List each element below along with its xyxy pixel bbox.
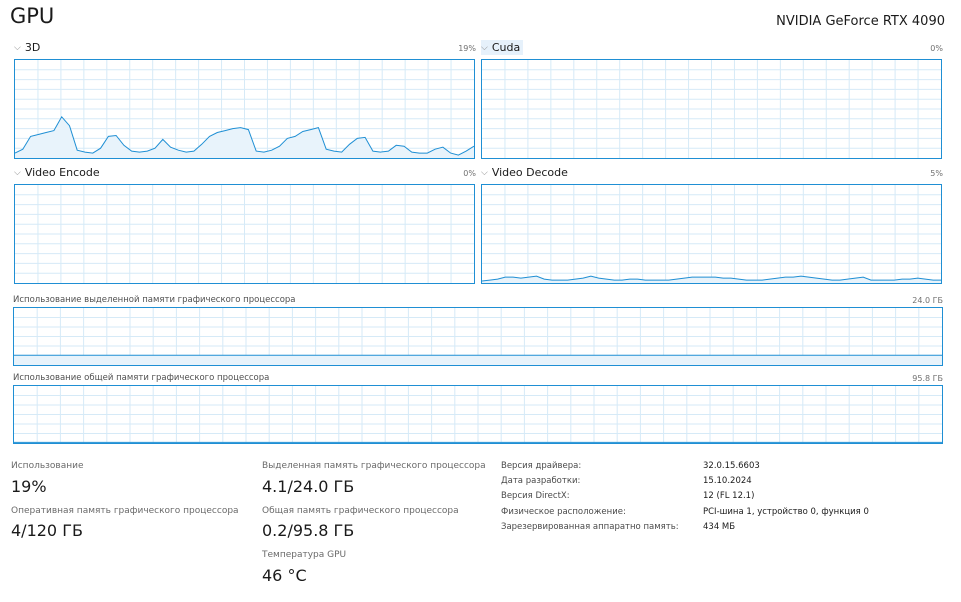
dedicated-memory-max: 24.0 ГБ <box>912 296 943 305</box>
physical-location-value: PCI-шина 1, устройство 0, функция 0 <box>703 507 869 517</box>
utilization-label: Использование <box>11 461 84 471</box>
shared-memory-max: 95.8 ГБ <box>912 374 943 383</box>
engine-graph-video-decode-svg <box>482 185 941 283</box>
chevron-down-icon: ⌵ <box>481 167 488 178</box>
engine-video-encode-grid <box>15 185 474 283</box>
engine-percent-video-encode: 0% <box>463 169 476 178</box>
shared-memory-graph-svg <box>14 386 942 443</box>
directx-version-value: 12 (FL 12.1) <box>703 491 755 501</box>
engine-3d-usage-area <box>15 116 474 158</box>
engine-3d-usage-line <box>15 115 474 156</box>
engine-percent-cuda: 0% <box>930 44 943 53</box>
shared-memory-label: Использование общей памяти графического … <box>13 373 270 383</box>
engine-percent-3d: 19% <box>458 44 476 53</box>
engine-label-video-decode: Video Decode <box>491 166 568 179</box>
chevron-down-icon: ⌵ <box>481 42 488 53</box>
engine-video-decode-usage-line <box>482 275 941 282</box>
engine-graph-video-encode-svg <box>15 185 474 283</box>
engine-selector-3d[interactable]: ⌵ 3D <box>14 41 40 54</box>
dedicated-memory-stat-label: Выделенная память графического процессор… <box>262 461 486 471</box>
engine-label-3d: 3D <box>24 41 41 54</box>
engine-label-cuda: Cuda <box>491 41 521 54</box>
gpu-temperature-value: 46 °C <box>262 566 307 585</box>
utilization-value: 19% <box>11 477 47 496</box>
dedicated-memory-stat-value: 4.1/24.0 ГБ <box>262 477 355 496</box>
engine-graph-3d-svg <box>15 60 474 158</box>
shared-memory-grid <box>14 386 942 443</box>
dedicated-memory-fill <box>14 355 942 365</box>
engine-percent-video-decode: 5% <box>930 169 943 178</box>
engine-graph-cuda-svg <box>482 60 941 158</box>
reserved-memory-key: Зарезервированная аппаратно память: <box>501 522 679 532</box>
engine-video-decode-grid <box>482 185 941 283</box>
driver-version-key: Версия драйвера: <box>501 461 582 471</box>
engine-3d-grid <box>15 60 474 158</box>
reserved-memory-value: 434 МБ <box>703 522 736 532</box>
gpu-memory-value: 4/120 ГБ <box>11 521 83 540</box>
chevron-down-icon: ⌵ <box>14 42 21 53</box>
engine-graph-video-encode <box>14 184 475 284</box>
engine-selector-video-decode[interactable]: ⌵ Video Decode <box>481 166 568 179</box>
engine-selector-cuda[interactable]: ⌵ Cuda <box>481 40 524 55</box>
gpu-memory-label: Оперативная память графического процессо… <box>11 506 239 516</box>
gpu-device-name: NVIDIA GeForce RTX 4090 <box>776 14 945 29</box>
shared-memory-stat-label: Общая память графического процессора <box>262 506 459 516</box>
engine-graph-cuda <box>481 59 942 159</box>
dedicated-memory-graph <box>13 307 943 366</box>
engine-cuda-grid <box>482 60 941 158</box>
engine-graph-video-decode <box>481 184 942 284</box>
driver-date-key: Дата разработки: <box>501 476 581 486</box>
gpu-temperature-label: Температура GPU <box>262 550 347 560</box>
chevron-down-icon: ⌵ <box>14 167 21 178</box>
directx-version-key: Версия DirectX: <box>501 491 570 501</box>
driver-version-value: 32.0.15.6603 <box>703 461 760 471</box>
shared-memory-stat-value: 0.2/95.8 ГБ <box>262 521 355 540</box>
shared-memory-graph <box>13 385 943 444</box>
driver-date-value: 15.10.2024 <box>703 476 752 486</box>
page-title: GPU <box>10 4 55 28</box>
dedicated-memory-graph-svg <box>14 308 942 365</box>
dedicated-memory-label: Использование выделенной памяти графичес… <box>13 295 296 305</box>
engine-graph-3d <box>14 59 475 159</box>
engine-label-video-encode: Video Encode <box>24 166 100 179</box>
engine-selector-video-encode[interactable]: ⌵ Video Encode <box>14 166 100 179</box>
physical-location-key: Физическое расположение: <box>501 507 626 517</box>
